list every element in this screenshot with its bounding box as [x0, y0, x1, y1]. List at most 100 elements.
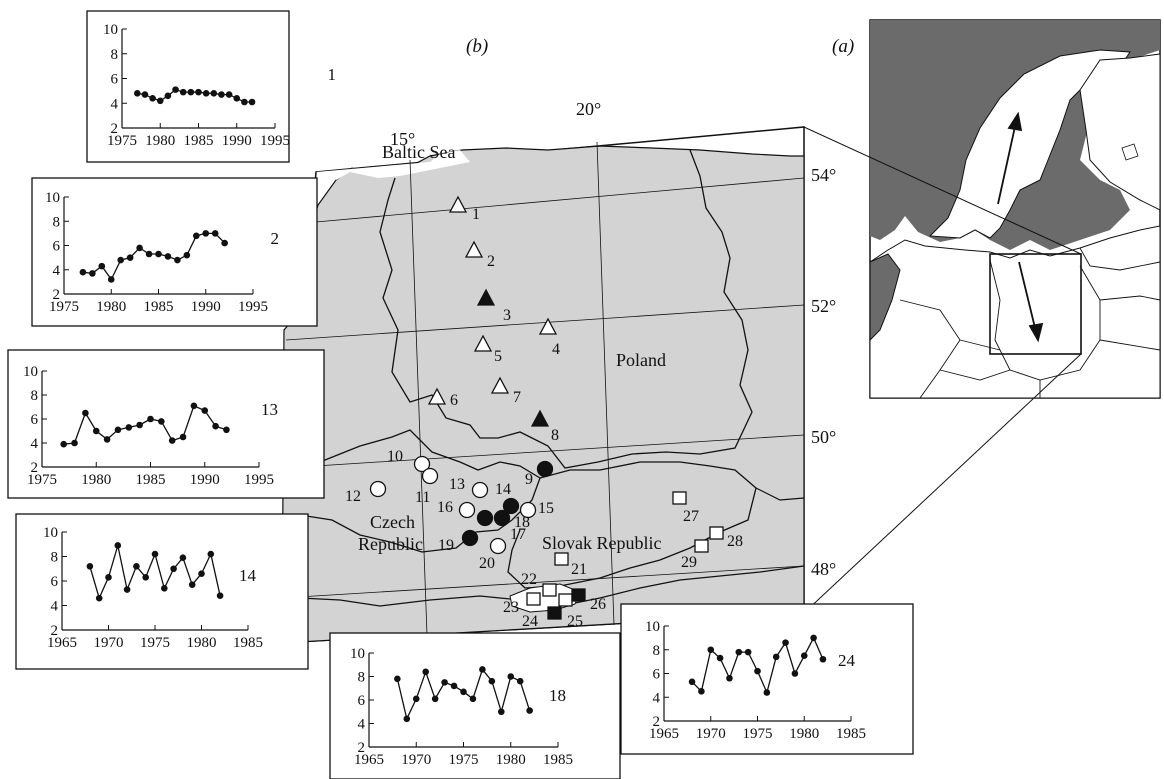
data-point: [126, 254, 134, 261]
data-point: [223, 426, 230, 434]
y-tick-label: 8: [53, 214, 61, 230]
site-label: 3: [503, 307, 511, 324]
y-tick-label: 4: [53, 263, 61, 279]
data-point: [125, 424, 133, 431]
data-point: [147, 415, 154, 423]
data-point: [772, 653, 780, 661]
x-tick-label: 1975: [107, 133, 137, 149]
data-point: [198, 570, 205, 577]
y-tick-label: 2: [653, 714, 661, 730]
data-point: [190, 402, 198, 410]
data-point: [98, 262, 106, 270]
open-triangle-icon: [427, 387, 447, 405]
open-circle-icon: [489, 537, 507, 555]
data-point: [188, 581, 196, 588]
longitude-labels: 15° 20°: [390, 99, 601, 149]
baltic-sea-area: [316, 150, 470, 180]
open-square-icon: [709, 526, 724, 540]
data-point: [123, 586, 131, 593]
data-point: [136, 421, 143, 429]
x-tick-label: 1980: [496, 752, 526, 768]
data-point: [151, 550, 159, 558]
panel-b-letter: (b): [466, 36, 488, 57]
site-label: 7: [513, 389, 521, 406]
data-point: [195, 88, 202, 96]
filled-circle-icon: [493, 509, 511, 527]
data-point: [216, 592, 224, 599]
chart-id-label: 18: [549, 686, 566, 705]
label-slovak-republic: Slovak Republic: [542, 533, 662, 553]
site-label: 22: [521, 571, 537, 588]
data-point: [174, 256, 181, 264]
data-point: [800, 652, 808, 659]
data-point: [202, 90, 210, 97]
data-point: [161, 585, 168, 592]
x-tick-label: 1985: [836, 726, 866, 742]
data-point: [212, 422, 219, 430]
latitude-52: 52°: [811, 296, 836, 316]
x-tick-label: 1985: [136, 472, 166, 488]
x-tick-label: 1975: [140, 635, 170, 651]
y-tick-label: 8: [111, 47, 119, 63]
latitude-54: 54°: [811, 165, 836, 185]
inset-chart-1: 2 4 6 8 10 1975 1980 1985 1990 1995 1: [86, 10, 336, 163]
longitude-20: 20°: [576, 99, 601, 119]
y-tick-label: 4: [51, 599, 59, 615]
arrow-south: [1018, 261, 1037, 333]
data-point: [172, 86, 179, 93]
x-tick-label: 1985: [233, 635, 263, 651]
data-point: [707, 646, 715, 654]
filled-triangle-icon: [530, 409, 550, 427]
x-tick-label: 1995: [260, 133, 290, 149]
data-point: [193, 232, 200, 240]
data-point: [149, 95, 156, 102]
site-label: 23: [503, 599, 519, 616]
open-triangle-icon: [464, 240, 484, 258]
data-point: [201, 407, 209, 414]
open-circle-icon: [471, 481, 489, 499]
data-point: [79, 268, 87, 276]
data-point: [716, 654, 724, 662]
chart-id-label: 24: [838, 651, 856, 670]
x-tick-label: 1990: [191, 299, 221, 315]
inset-chart-2: 2 4 6 8 10 1975 1980 1985 1990 1995 2: [31, 177, 318, 327]
data-point: [187, 88, 195, 96]
inset-chart-14: 2 4 6 8 10 1965 1970 1975 1980 1985 14: [15, 513, 309, 670]
filled-circle-icon: [461, 529, 479, 547]
y-tick-label: 4: [653, 690, 661, 706]
arrow-north: [997, 121, 1017, 205]
site-label: 10: [387, 448, 403, 465]
connector-line: [803, 126, 1082, 255]
y-tick-label: 10: [23, 364, 38, 380]
chart-frame: [620, 603, 914, 755]
x-tick-label: 1970: [401, 752, 431, 768]
open-circle-icon: [421, 467, 439, 485]
y-tick-label: 2: [51, 623, 59, 639]
data-point: [791, 670, 799, 677]
data-point: [526, 707, 533, 714]
x-tick-label: 1980: [81, 472, 111, 488]
latitude-labels: 54° 52° 50° 48°: [811, 165, 836, 579]
data-point: [218, 91, 225, 98]
latitude-48: 48°: [811, 559, 836, 579]
site-label: 29: [681, 554, 697, 571]
x-tick-label: 1980: [187, 635, 217, 651]
data-point: [92, 427, 100, 435]
site-label: 14: [495, 481, 511, 498]
x-tick-label: 1985: [184, 133, 214, 149]
data-point: [164, 253, 172, 260]
filled-square-icon: [547, 606, 562, 620]
data-point: [179, 433, 187, 441]
y-tick-label: 2: [111, 121, 119, 137]
data-point: [164, 92, 172, 100]
data-point: [179, 554, 187, 562]
y-tick-label: 6: [358, 693, 366, 709]
x-tick-label: 1995: [244, 472, 274, 488]
data-point: [86, 563, 94, 570]
data-point: [726, 674, 733, 682]
data-point: [810, 634, 817, 642]
site-label: 15: [538, 500, 554, 517]
data-point: [114, 542, 122, 549]
